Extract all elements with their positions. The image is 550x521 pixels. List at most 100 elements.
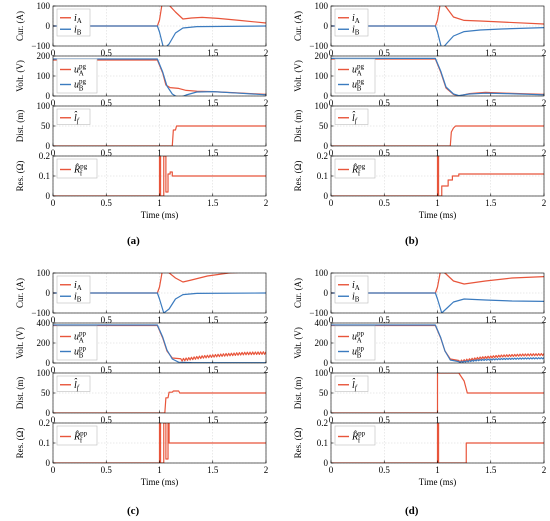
y-axis-label: Res. (Ω) <box>293 161 303 192</box>
y-tick-label: 400 <box>315 318 329 328</box>
x-tick-label: 0 <box>51 148 56 158</box>
legend-label: iA <box>352 280 360 292</box>
x-tick-label: 1 <box>157 148 162 158</box>
x-tick-label: 1.5 <box>485 465 497 475</box>
legend-box <box>334 325 376 361</box>
y-tick-label: 0 <box>324 191 329 201</box>
x-tick-label: 2 <box>542 48 547 58</box>
y-tick-label: −100 <box>309 41 328 51</box>
legend: R̂pg f <box>56 158 98 179</box>
x-tick-label: 1.5 <box>485 98 497 108</box>
legend-label: upg A <box>74 63 87 78</box>
legend-box <box>334 375 369 392</box>
x-tick-label: 1 <box>157 465 162 475</box>
y-tick-label: 100 <box>37 268 51 278</box>
series-line-blue <box>331 292 544 313</box>
x-tick-label: 0.5 <box>379 48 391 58</box>
y-tick-label: 0 <box>324 358 329 368</box>
legend-label: R̂pp f <box>73 430 88 445</box>
series-line-blue <box>53 292 266 313</box>
y-tick-label: 100 <box>37 71 51 81</box>
legend-box <box>56 58 98 94</box>
x-tick-label: 0 <box>51 98 56 108</box>
legend-box <box>334 425 376 446</box>
series-line-blue <box>53 324 266 363</box>
x-tick-label: 2 <box>542 465 547 475</box>
series-line-red <box>331 125 544 146</box>
x-tick-label: 1.5 <box>207 315 219 325</box>
legend-box <box>56 425 98 446</box>
y-tick-label: 0.2 <box>39 151 50 161</box>
series-line-red <box>53 156 266 196</box>
x-tick-label: 1.5 <box>485 148 497 158</box>
x-tick-label: 1.5 <box>485 198 497 208</box>
x-tick-label: 0 <box>329 48 334 58</box>
y-tick-label: 0 <box>46 91 51 101</box>
y-tick-label: −100 <box>31 41 50 51</box>
x-tick-label: 1 <box>157 198 162 208</box>
x-tick-label: 2 <box>264 465 269 475</box>
x-tick-label: 0 <box>51 48 56 58</box>
y-axis-label: Volt. (V) <box>15 60 25 92</box>
y-tick-label: 50 <box>319 388 329 398</box>
y-tick-label: 100 <box>37 1 51 11</box>
legend: R̂pg f <box>334 158 376 179</box>
legend-label: iB <box>74 291 82 303</box>
legend: l̂f <box>334 375 369 392</box>
x-tick-label: 0 <box>329 315 334 325</box>
x-tick-label: 1 <box>157 365 162 375</box>
x-axis-label: Time (ms) <box>419 477 456 487</box>
series-line-red <box>331 423 544 463</box>
y-axis-label: Res. (Ω) <box>15 161 25 192</box>
x-tick-label: 0.5 <box>101 465 113 475</box>
legend: R̂pp f <box>56 425 98 446</box>
legend-label: upp B <box>352 345 365 360</box>
y-tick-label: 0 <box>324 91 329 101</box>
y-tick-label: −100 <box>309 308 328 318</box>
x-tick-label: 0 <box>329 98 334 108</box>
y-tick-label: 100 <box>315 71 329 81</box>
x-tick-label: 0.5 <box>379 315 391 325</box>
legend: l̂f <box>56 375 91 392</box>
y-tick-label: 100 <box>315 268 329 278</box>
legend: l̂f <box>334 108 369 125</box>
y-axis-label: Volt. (V) <box>293 327 303 359</box>
x-tick-label: 0 <box>51 465 56 475</box>
series-line-red <box>53 125 266 146</box>
x-tick-label: 1 <box>157 48 162 58</box>
series-line-red <box>53 390 266 413</box>
y-axis-label: Cur. (A) <box>293 11 303 41</box>
y-tick-label: 0 <box>324 141 329 151</box>
legend-box <box>56 8 91 37</box>
x-tick-label: 1 <box>435 315 440 325</box>
y-tick-label: 100 <box>315 1 329 11</box>
x-tick-label: 0 <box>329 198 334 208</box>
y-tick-label: 200 <box>37 338 51 348</box>
legend-box <box>56 158 98 179</box>
legend: l̂f <box>56 108 91 125</box>
legend-label: l̂f <box>351 111 357 125</box>
x-tick-label: 1 <box>157 415 162 425</box>
y-tick-label: 50 <box>41 388 51 398</box>
x-tick-label: 1.5 <box>207 48 219 58</box>
y-tick-label: 100 <box>37 368 51 378</box>
x-tick-label: 1 <box>157 315 162 325</box>
x-tick-label: 2 <box>542 98 547 108</box>
x-tick-label: 2 <box>264 198 269 208</box>
legend-label: iB <box>74 24 82 36</box>
series-line-blue <box>53 58 266 96</box>
y-axis-label: Volt. (V) <box>293 60 303 92</box>
y-axis-label: Dist. (m) <box>293 377 303 410</box>
y-tick-label: 0 <box>46 288 51 298</box>
x-tick-label: 0 <box>329 415 334 425</box>
x-tick-label: 0.5 <box>379 98 391 108</box>
y-tick-label: 200 <box>37 51 51 61</box>
